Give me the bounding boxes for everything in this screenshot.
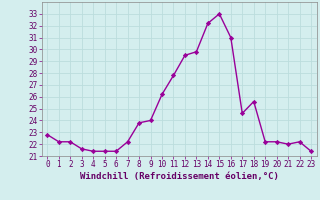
X-axis label: Windchill (Refroidissement éolien,°C): Windchill (Refroidissement éolien,°C) xyxy=(80,172,279,181)
